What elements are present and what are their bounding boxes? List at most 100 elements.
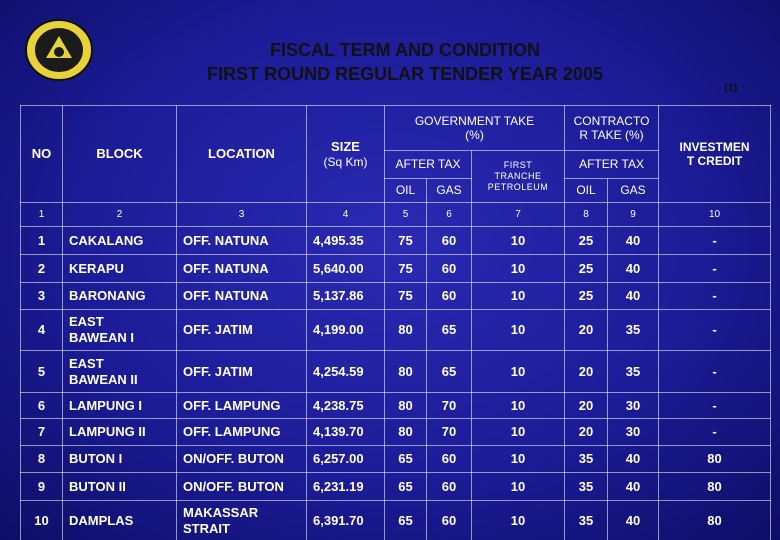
header-cell: NO bbox=[20, 105, 63, 203]
table-cell: 10 bbox=[470, 226, 566, 255]
header-cell: OIL bbox=[564, 178, 609, 203]
table-cell: 9 bbox=[20, 472, 63, 501]
table-cell: 1 bbox=[20, 226, 63, 255]
table-cell: OFF. LAMPUNG bbox=[176, 418, 307, 446]
table-cell: 75 bbox=[384, 226, 427, 255]
table-cell: - bbox=[658, 309, 772, 351]
table-cell: 60 bbox=[426, 500, 472, 540]
table-row: 7 LAMPUNG II OFF. LAMPUNG 4,139.70 80 70 10 20 3… bbox=[20, 418, 772, 446]
table-cell: 10 bbox=[470, 445, 566, 473]
table-cell: 5,137.86 bbox=[306, 282, 385, 310]
table-cell: 25 bbox=[564, 254, 609, 283]
table-cell: ON/OFF. BUTON bbox=[176, 472, 307, 501]
table-cell: 25 bbox=[564, 282, 609, 310]
logo bbox=[25, 19, 93, 81]
table-cell: 10 bbox=[470, 392, 566, 419]
column-number: 6 bbox=[426, 202, 472, 227]
column-number: 8 bbox=[564, 202, 609, 227]
table-cell: 10 bbox=[470, 282, 566, 310]
table-cell: 10 bbox=[470, 350, 566, 393]
table-cell: 10 bbox=[470, 418, 566, 446]
table-cell: BARONANG bbox=[62, 282, 177, 310]
table-row: 10 DAMPLAS MAKASSAR STRAIT 6,391.70 65 60 10 35… bbox=[20, 500, 772, 540]
table-cell: 10 bbox=[20, 500, 63, 540]
header-cell: SIZE (Sq Km) bbox=[306, 105, 385, 203]
table-cell: 35 bbox=[607, 309, 660, 351]
table-cell: 70 bbox=[426, 418, 472, 446]
header-cell: INVESTMEN T CREDIT bbox=[658, 105, 772, 203]
table-cell: - bbox=[658, 226, 772, 255]
table-cell: 25 bbox=[564, 226, 609, 255]
title: FIRST ROUND REGULAR TENDER YEAR 2005 bbox=[207, 64, 603, 84]
table-cell: 35 bbox=[564, 472, 609, 501]
header-cell: BLOCK bbox=[62, 105, 177, 203]
table-cell: 65 bbox=[426, 309, 472, 351]
table-cell: 60 bbox=[426, 254, 472, 283]
header-text: SIZE bbox=[331, 139, 360, 154]
table-cell: - bbox=[658, 392, 772, 419]
table-cell: 35 bbox=[564, 445, 609, 473]
table-cell: 65 bbox=[384, 445, 427, 473]
table-cell: LAMPUNG II bbox=[62, 418, 177, 446]
table-cell: DAMPLAS bbox=[62, 500, 177, 540]
table-row: 5 EAST BAWEAN II OFF. JATIM 4,254.59 80 65 10 2… bbox=[20, 350, 772, 393]
table-row: 6 LAMPUNG I OFF. LAMPUNG 4,238.75 80 70 10 20 30… bbox=[20, 392, 772, 419]
header-cell: FIRST TRANCHE PETROLEUM bbox=[470, 150, 566, 203]
table-cell: 40 bbox=[607, 254, 660, 283]
table-cell: 80 bbox=[658, 445, 772, 473]
header-cell: AFTER TAX bbox=[564, 150, 660, 179]
column-number: 4 bbox=[306, 202, 385, 227]
table-cell: 80 bbox=[384, 418, 427, 446]
table-cell: BUTON II bbox=[62, 472, 177, 501]
table-cell: EAST BAWEAN II bbox=[62, 350, 177, 393]
table-cell: 10 bbox=[470, 500, 566, 540]
table-cell: 75 bbox=[384, 254, 427, 283]
fiscal-table: NO BLOCK LOCATION SIZE (Sq Km) GOVERNMENT… bbox=[20, 105, 772, 540]
header-cell: AFTER TAX bbox=[384, 150, 472, 179]
table-cell: OFF. JATIM bbox=[176, 350, 307, 393]
table-cell: 70 bbox=[426, 392, 472, 419]
column-number: 9 bbox=[607, 202, 660, 227]
table-cell: - bbox=[658, 254, 772, 283]
table-cell: 40 bbox=[607, 472, 660, 501]
column-number: 5 bbox=[384, 202, 427, 227]
header-cell: LOCATION bbox=[176, 105, 307, 203]
table-cell: 20 bbox=[564, 350, 609, 393]
table-cell: 60 bbox=[426, 472, 472, 501]
table-row: 4 EAST BAWEAN I OFF. JATIM 4,199.00 80 65 10 20… bbox=[20, 309, 772, 351]
table-cell: 60 bbox=[426, 445, 472, 473]
table-row: 1 CAKALANG OFF. NATUNA 4,495.35 75 60 10 25 40- bbox=[20, 226, 772, 255]
table-cell: OFF. NATUNA bbox=[176, 226, 307, 255]
table-cell: 40 bbox=[607, 445, 660, 473]
table-cell: 35 bbox=[564, 500, 609, 540]
table-row: 9 BUTON II ON/OFF. BUTON 6,231.19 65 60 10 35 40… bbox=[20, 472, 772, 501]
column-number: 7 bbox=[470, 202, 566, 227]
table-cell: 10 bbox=[470, 309, 566, 351]
table-cell: MAKASSAR STRAIT bbox=[176, 500, 307, 540]
table-cell: KERAPU bbox=[62, 254, 177, 283]
table-cell: BUTON I bbox=[62, 445, 177, 473]
table-cell: 80 bbox=[658, 500, 772, 540]
page-number: (1) bbox=[724, 82, 738, 94]
table-row: 2 KERAPU OFF. NATUNA 5,640.00 75 60 10 25 40- bbox=[20, 254, 772, 283]
number-row: 1 2 3 4 5 6 7 8 9 10 bbox=[20, 202, 772, 227]
table-cell: LAMPUNG I bbox=[62, 392, 177, 419]
table-cell: 35 bbox=[607, 350, 660, 393]
table-cell: 8 bbox=[20, 445, 63, 473]
table-row: 3 BARONANG OFF. NATUNA 5,137.86 75 60 10 25 40- bbox=[20, 282, 772, 310]
table-cell: 80 bbox=[384, 392, 427, 419]
table-cell: 10 bbox=[470, 472, 566, 501]
table-cell: 20 bbox=[564, 392, 609, 419]
table-cell: 20 bbox=[564, 418, 609, 446]
table-cell: 4,199.00 bbox=[306, 309, 385, 351]
column-number: 10 bbox=[658, 202, 772, 227]
table-cell: 65 bbox=[426, 350, 472, 393]
table-cell: 30 bbox=[607, 418, 660, 446]
column-number: 1 bbox=[20, 202, 63, 227]
table-cell: OFF. LAMPUNG bbox=[176, 392, 307, 419]
column-number: 2 bbox=[62, 202, 177, 227]
title: FISCAL TERM AND CONDITION bbox=[270, 40, 540, 60]
column-number: 3 bbox=[176, 202, 307, 227]
table-cell: 40 bbox=[607, 282, 660, 310]
